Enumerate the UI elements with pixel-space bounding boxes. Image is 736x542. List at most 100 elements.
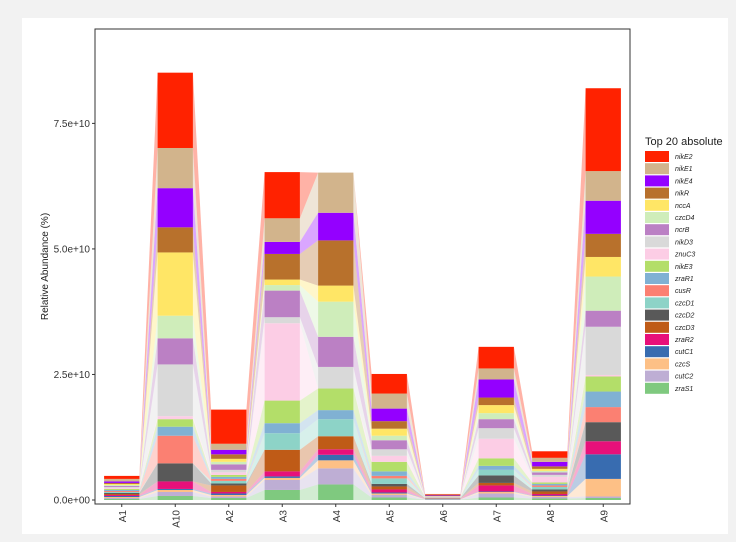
flow-cutC1-A7: [513, 491, 533, 496]
flow-zraS1-A2: [246, 489, 265, 500]
flow-nikR-A2: [246, 253, 265, 459]
bar-A8-czcD1: [532, 486, 568, 490]
flow-czcD4-A8: [567, 276, 586, 473]
bar-A4-czcD1: [318, 419, 354, 437]
flow-ncrB-A7: [513, 419, 533, 475]
flow-nikD3-A5: [406, 449, 426, 497]
flow-znuC3-A1: [139, 416, 158, 489]
bar-A10-nikE1: [157, 147, 193, 189]
flow-nikE4-A7: [513, 379, 533, 467]
flow-cutC1-A6: [460, 491, 479, 500]
flow-nikD3-A7: [513, 428, 533, 477]
bar-A9-zraR2: [585, 441, 621, 455]
flow-czcD1-A5: [406, 478, 426, 499]
flow-cutC2-A3: [299, 468, 319, 490]
flow-zraR2-A3: [299, 449, 319, 477]
x-tick-label: A5: [385, 510, 396, 523]
flow-nikE2-A3: [299, 172, 319, 219]
bar-A5-ncrB: [371, 440, 407, 450]
bar-A5-nikE2: [371, 373, 407, 394]
flow-czcD1-A7: [513, 469, 533, 490]
flow-nikE2-A10: [192, 72, 212, 444]
legend-label-znuC3: znuC3: [674, 252, 695, 259]
y-axis-title: Relative Abundance (%): [40, 213, 51, 320]
x-tick-label: A3: [278, 510, 289, 523]
flow-czcD3-A2: [246, 449, 265, 492]
flow-nikE3-A1: [139, 419, 158, 490]
bar-A4-czcS: [318, 460, 354, 469]
flow-cusR-A6: [460, 469, 479, 498]
bar-A8-nikR: [532, 466, 568, 469]
flow-czcD3-A7: [513, 482, 533, 494]
bar-A6-nikR: [425, 495, 461, 496]
legend-swatch-nikE4: [645, 175, 669, 187]
bar-A2-czcD3: [211, 485, 247, 492]
bar-A8-nikE1: [532, 457, 568, 462]
bar-A3-znuC3: [264, 323, 300, 401]
bar-A1-nccA: [104, 483, 140, 485]
flow-znuC3-A6: [460, 438, 479, 498]
legend-label-nikE3: nikE3: [675, 264, 693, 271]
bar-A7-nikE3: [478, 458, 514, 466]
flow-czcD4-A10: [192, 315, 212, 465]
bar-A3-nccA: [264, 279, 300, 286]
flow-nikE1-A6: [460, 368, 479, 495]
flow-zraS1-A4: [353, 484, 372, 500]
flow-ncrB-A2: [246, 290, 265, 470]
flow-nikE2-A6: [460, 346, 479, 495]
flow-nikE3-A10: [192, 419, 212, 477]
flow-nikD3-A3: [299, 317, 319, 389]
bar-A3-cutC2: [264, 479, 300, 490]
bar-A7-cutC1: [478, 491, 514, 492]
flow-nccA-A6: [460, 405, 479, 497]
bar-A8-zraR1: [532, 483, 568, 486]
x-axis: A1 A10 A2 A3 A4 A5 A6 A7 A8 A9: [118, 504, 610, 528]
bar-A1-nikE1: [104, 478, 140, 482]
legend-label-czcD1: czcD1: [675, 300, 695, 307]
bar-A9-cusR: [585, 407, 621, 423]
flow-zraR1-A4: [353, 410, 372, 476]
flow-nikD3-A10: [192, 364, 212, 473]
bar-A2-nikD3: [211, 469, 247, 473]
flow-nikE3-A7: [513, 458, 533, 484]
flow-nikE2-A1: [139, 72, 158, 479]
flow-cutC1-A2: [246, 476, 265, 495]
flow-nikE3-A2: [246, 400, 265, 477]
flow-czcD1-A8: [567, 422, 586, 490]
legend-swatch-cusR: [645, 285, 669, 297]
legend-swatch-czcS: [645, 358, 669, 370]
flow-nikE1-A1: [139, 147, 158, 482]
flow-czcD3-A5: [406, 486, 426, 499]
bar-A6-nikE1: [425, 494, 461, 495]
bar-A8-nikE4: [532, 461, 568, 467]
legend-swatch-nccA: [645, 199, 669, 211]
flow-zraS1-A3: [299, 484, 319, 500]
flow-zraR1-A10: [192, 426, 212, 479]
flow-zraR2-A7: [513, 485, 533, 496]
bar-A2-zraS1: [211, 497, 247, 500]
bar-A3-nikD3: [264, 317, 300, 324]
bar-A2-cusR: [211, 478, 247, 481]
legend-title: Top 20 absolute: [645, 136, 723, 148]
bar-A1-nikE4: [104, 481, 140, 483]
bar-A1-czcS: [104, 496, 140, 498]
flow-zraR2-A10: [192, 481, 212, 494]
bar-A5-czcD4: [371, 435, 407, 441]
bar-A1-cutC2: [104, 497, 140, 499]
flow-nikE1-A2: [246, 218, 265, 450]
legend-label-zraS1: zraS1: [674, 386, 693, 393]
flow-cutC1-A5: [406, 492, 426, 500]
flow-zraS1-A5: [406, 497, 426, 500]
bar-A2-znuC3: [211, 472, 247, 475]
y-tick-label: 2.5e+10: [54, 370, 91, 381]
bar-A1-ncrB: [104, 485, 140, 487]
bar-A8-zraR2: [532, 493, 568, 496]
legend-swatch-czcD4: [645, 212, 669, 223]
legend-swatch-cutC1: [645, 346, 669, 358]
flow-cutC2-A7: [513, 493, 533, 499]
bar-A6-nikE2: [425, 493, 461, 495]
bar-A10-czcS: [157, 489, 193, 492]
x-tick-label: A9: [599, 510, 610, 523]
bar-A4-nikR: [318, 240, 354, 286]
legend-label-czcD3: czcD3: [675, 325, 695, 332]
